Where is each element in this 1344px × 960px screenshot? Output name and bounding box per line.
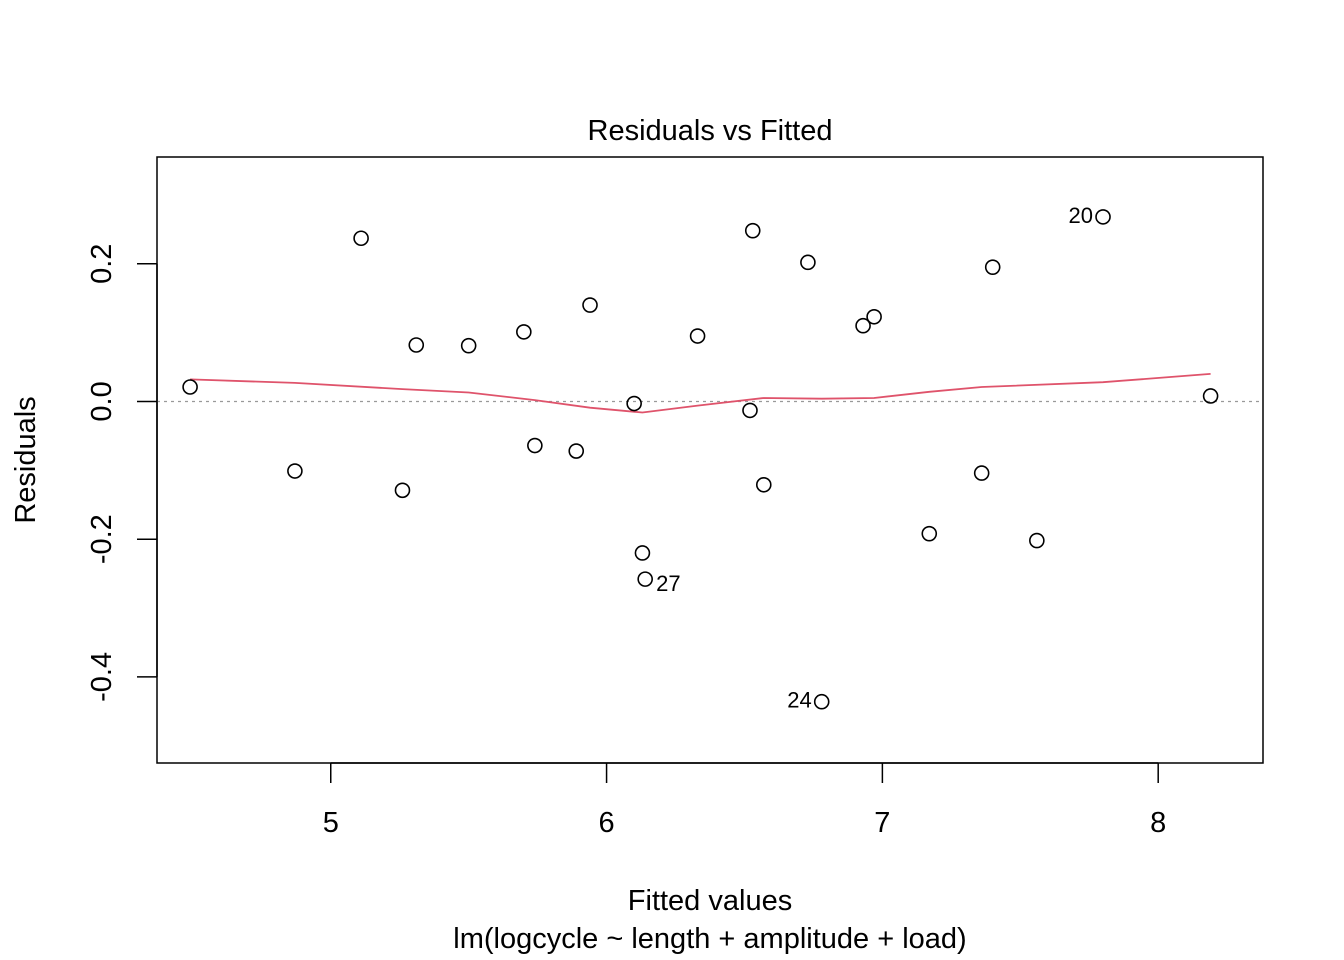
data-point [866, 308, 882, 325]
data-point [1202, 388, 1219, 404]
y-axis: -0.4 -0.2 0.0 0.2 [86, 244, 158, 702]
x-axis-label: Fitted values [628, 885, 792, 917]
x-tick-label: 6 [599, 807, 615, 839]
chart-title: Residuals vs Fitted [588, 115, 833, 147]
data-point [353, 230, 369, 247]
y-tick-label: 0.0 [86, 381, 118, 421]
data-point [408, 337, 425, 353]
model-formula-subtitle: lm(logcycle ~ length + amplitude + load) [453, 923, 966, 955]
data-point [1029, 532, 1045, 549]
data-points [182, 209, 1219, 710]
data-point [568, 443, 585, 459]
data-point [626, 395, 642, 412]
point-label: 27 [656, 571, 680, 596]
x-tick-label: 5 [323, 807, 339, 839]
data-point [1095, 209, 1111, 225]
data-point [394, 482, 411, 499]
data-point [813, 693, 830, 710]
data-point [582, 297, 598, 313]
data-point [921, 525, 938, 542]
data-point [287, 463, 303, 479]
point-label: 24 [787, 688, 811, 713]
data-point [744, 222, 761, 239]
data-point [855, 317, 871, 334]
point-labels: 27 24 20 [656, 203, 1093, 713]
y-axis-label: Residuals [10, 396, 42, 523]
data-point [800, 254, 816, 271]
data-point [755, 476, 772, 493]
data-point [634, 545, 651, 561]
x-axis: 5 6 7 8 [323, 762, 1166, 839]
data-point [689, 328, 706, 344]
data-point [516, 324, 532, 340]
point-label: 20 [1069, 203, 1093, 228]
x-tick-label: 8 [1150, 807, 1166, 839]
smoother-line [190, 373, 1211, 414]
y-tick-label: -0.2 [86, 514, 118, 564]
x-tick-label: 7 [874, 807, 890, 839]
y-tick-label: -0.4 [86, 652, 118, 702]
data-point [182, 379, 198, 395]
data-point [460, 337, 477, 354]
data-point [984, 259, 1001, 275]
data-point [742, 402, 758, 419]
data-point [527, 437, 543, 454]
data-point [973, 465, 990, 481]
y-tick-label: 0.2 [86, 244, 118, 284]
data-point [637, 571, 653, 587]
